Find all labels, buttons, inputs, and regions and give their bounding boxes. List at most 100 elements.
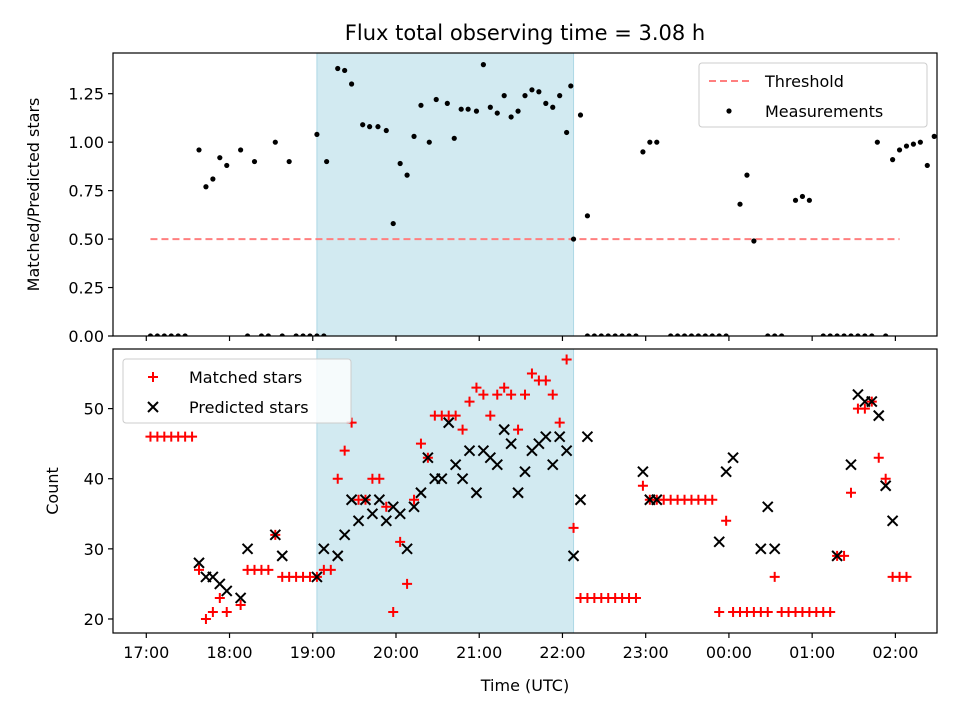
predicted-point [713, 536, 725, 548]
predicted-point [879, 480, 892, 492]
y-axis-label: Matched/Predicted stars [24, 98, 43, 292]
matched-point [339, 445, 350, 456]
predicted-point [574, 494, 587, 506]
matched-point [374, 473, 385, 484]
predicted-point [866, 395, 878, 408]
measurement-point [418, 102, 424, 108]
matched-point [235, 599, 246, 610]
measurement-point [910, 141, 917, 147]
matched-point [769, 571, 780, 582]
observing-window [316, 52, 575, 337]
predicted-point [831, 550, 843, 562]
matched-point [388, 606, 399, 617]
measurement-point [605, 333, 611, 336]
measurement-point [820, 333, 826, 336]
measurement-point [203, 184, 209, 190]
measurement-point [855, 333, 861, 336]
measurement-point [426, 139, 432, 145]
x-tick-label: 01:00 [789, 643, 835, 662]
measurement-point [917, 139, 923, 145]
predicted-point [338, 529, 351, 541]
predicted-point [762, 501, 774, 513]
matched-point [526, 368, 537, 379]
matched-point [492, 389, 503, 400]
measurement-point [654, 139, 660, 145]
measurement-point [324, 158, 330, 165]
axes-frame [112, 348, 938, 634]
measurement-point [480, 62, 486, 68]
matched-point [506, 389, 517, 400]
measurement-point [458, 106, 464, 112]
predicted-point [581, 430, 594, 443]
measurement-point [404, 172, 410, 178]
measurement-point [626, 333, 632, 336]
predicted-point [727, 451, 739, 464]
measurement-point [348, 81, 355, 87]
x-tick-label: 02:00 [872, 643, 918, 662]
y-axis-label: Count [43, 467, 62, 515]
measurement-point [688, 333, 695, 336]
measurement-point [161, 333, 167, 336]
matched-point [859, 403, 870, 414]
y-tick-label: 50 [84, 400, 104, 419]
measurement-point [451, 135, 457, 141]
x-tick-label: 18:00 [206, 643, 252, 662]
predicted-point [637, 466, 649, 478]
matched-point [901, 571, 912, 582]
measurement-point [244, 333, 251, 336]
measurement-point [806, 197, 812, 203]
measurement-point [444, 100, 450, 106]
matched-point [540, 375, 551, 386]
measurement-point [924, 162, 930, 169]
matched-point [187, 431, 198, 442]
observing-window [316, 348, 575, 634]
measurement-point [681, 333, 688, 336]
predicted-point [311, 571, 323, 583]
x-tick-label: 19:00 [290, 643, 336, 662]
measurement-point [265, 333, 271, 336]
matched-point [825, 606, 836, 617]
matched-point [499, 382, 510, 393]
measurement-point [890, 157, 896, 163]
ratio-panel: 0.00 0.25 0.50 0.75 1.00 1.25 Matched/Predicte… [24, 52, 938, 346]
measurement-point [598, 333, 604, 336]
predicted-point [352, 515, 365, 527]
matched-point [547, 389, 558, 400]
predicted-point [241, 543, 254, 555]
matched-point [194, 564, 205, 575]
legend-measurement-marker [726, 108, 732, 114]
matched-point [200, 613, 211, 624]
predicted-point [873, 409, 885, 422]
measurement-point [210, 176, 216, 182]
measurement-point [668, 333, 674, 336]
measurement-point [433, 96, 439, 103]
matched-point [409, 494, 420, 505]
predicted-point [547, 458, 559, 471]
measurement-point [375, 124, 381, 130]
legend-label: Measurements [765, 102, 883, 121]
predicted-point [380, 515, 392, 527]
x-tick-label: 17:00 [123, 643, 169, 662]
measurement-point [619, 333, 625, 336]
measurement-point [473, 108, 480, 114]
x-tick-label: 23:00 [623, 643, 669, 662]
matched-point [395, 536, 406, 547]
measurement-point [272, 139, 278, 145]
legend-predicted-marker [147, 401, 159, 413]
measurement-point [674, 333, 681, 336]
measurement-point [640, 149, 646, 155]
matched-point [471, 382, 482, 393]
y-tick-label: 1.00 [68, 133, 104, 152]
measurement-point [568, 83, 574, 89]
chart-title: Flux total observing time = 3.08 h [345, 21, 705, 45]
matched-point [554, 417, 565, 428]
legend-label: Threshold [764, 72, 844, 91]
legend-matched-marker [148, 372, 158, 382]
measurement-point [367, 124, 373, 130]
matched-point [637, 480, 648, 491]
measurement-point [841, 333, 847, 336]
measurement-point [182, 333, 188, 336]
measurement-point [411, 133, 417, 139]
predicted-point [540, 430, 552, 443]
